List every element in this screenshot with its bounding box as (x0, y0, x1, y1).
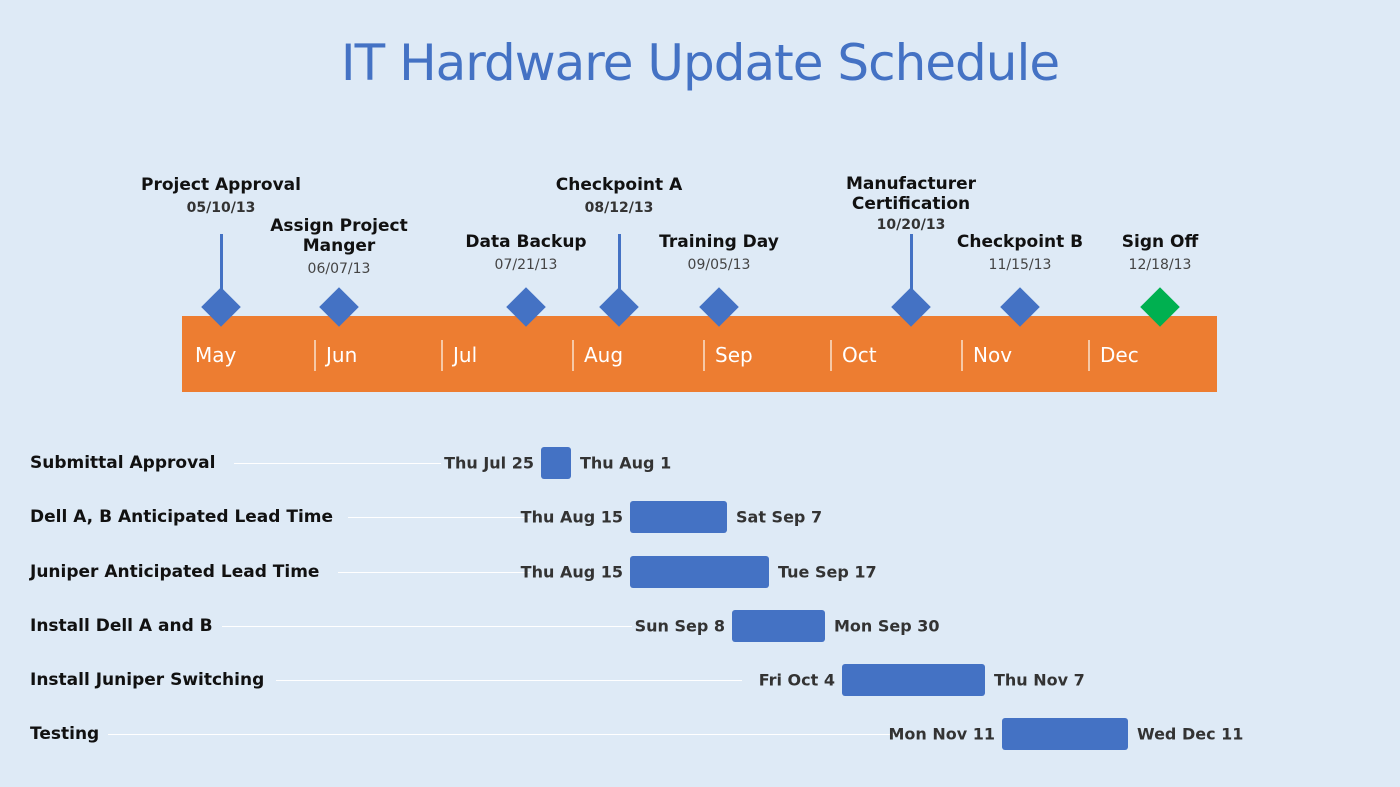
task-leader-line (338, 572, 530, 573)
task-bar-submittal-approval (541, 447, 571, 479)
task-name-juniper-anticipated-lead-time: Juniper Anticipated Lead Time (30, 562, 320, 582)
milestone-label-assign-project-manger: Assign Project Manger (270, 216, 408, 256)
task-leader-line (234, 463, 441, 464)
task-end-date: Mon Sep 30 (834, 616, 940, 636)
task-start-date: Thu Aug 15 (520, 507, 623, 527)
milestone-label-sign-off: Sign Off (1121, 232, 1199, 252)
month-label-jul: Jul (453, 343, 478, 367)
task-start-date: Fri Oct 4 (758, 670, 835, 690)
month-label-oct: Oct (842, 343, 877, 367)
task-start-date: Sun Sep 8 (634, 616, 725, 636)
milestone-label-project-approval: Project Approval (141, 175, 301, 195)
task-end-date: Tue Sep 17 (778, 562, 877, 582)
task-end-date: Thu Nov 7 (994, 670, 1085, 690)
milestone-date-data-backup: 07/21/13 (494, 257, 558, 273)
task-end-date: Wed Dec 11 (1137, 724, 1244, 744)
milestone-stem (910, 234, 913, 294)
milestone-label-data-backup: Data Backup (465, 232, 587, 252)
task-leader-line (276, 680, 742, 681)
month-label-nov: Nov (973, 343, 1013, 367)
task-name-install-juniper-switching: Install Juniper Switching (30, 670, 265, 690)
milestone-label-checkpoint-a: Checkpoint A (555, 175, 683, 195)
task-bar-juniper-anticipated-lead-time (630, 556, 769, 588)
milestone-label-manufacturer-certification: Manufacturer Certification (845, 174, 977, 214)
month-separator (314, 340, 316, 371)
task-start-date: Thu Jul 25 (444, 453, 534, 473)
task-bar-dell-a-b-anticipated-lead-time (630, 501, 727, 533)
task-name-testing: Testing (30, 724, 100, 744)
task-bar-install-dell-a-and-b (732, 610, 825, 642)
month-separator (1088, 340, 1090, 371)
month-label-aug: Aug (584, 343, 624, 367)
milestone-date-training-day: 09/05/13 (687, 257, 751, 273)
task-leader-line (222, 626, 632, 627)
milestone-date-checkpoint-a: 08/12/13 (584, 200, 654, 216)
month-separator (703, 340, 705, 371)
milestone-label-checkpoint-b: Checkpoint B (956, 232, 1084, 252)
month-label-sep: Sep (715, 343, 753, 367)
task-end-date: Sat Sep 7 (736, 507, 823, 527)
task-name-submittal-approval: Submittal Approval (30, 453, 216, 473)
task-name-dell-a-b-anticipated-lead-time: Dell A, B Anticipated Lead Time (30, 507, 334, 527)
milestone-date-sign-off: 12/18/13 (1128, 257, 1192, 273)
task-leader-line (108, 734, 902, 735)
page-title: IT Hardware Update Schedule (340, 34, 1060, 92)
timeline-band (182, 316, 1217, 392)
milestone-label-training-day: Training Day (659, 232, 779, 252)
task-start-date: Mon Nov 11 (888, 724, 995, 744)
task-bar-install-juniper-switching (842, 664, 985, 696)
month-separator (830, 340, 832, 371)
task-end-date: Thu Aug 1 (580, 453, 672, 473)
milestone-date-project-approval: 05/10/13 (186, 200, 256, 216)
task-leader-line (348, 517, 530, 518)
month-separator (441, 340, 443, 371)
milestone-date-checkpoint-b: 11/15/13 (988, 257, 1052, 273)
milestone-date-assign-project-manger: 06/07/13 (307, 261, 371, 277)
milestone-stem (618, 234, 621, 294)
task-bar-testing (1002, 718, 1128, 750)
month-label-dec: Dec (1100, 343, 1139, 367)
task-name-install-dell-a-and-b: Install Dell A and B (30, 616, 213, 636)
task-start-date: Thu Aug 15 (520, 562, 623, 582)
month-label-jun: Jun (326, 343, 358, 367)
milestone-date-manufacturer-certification: 10/20/13 (876, 217, 946, 233)
month-separator (961, 340, 963, 371)
milestone-stem (220, 234, 223, 294)
month-label-may: May (195, 343, 237, 367)
month-separator (572, 340, 574, 371)
